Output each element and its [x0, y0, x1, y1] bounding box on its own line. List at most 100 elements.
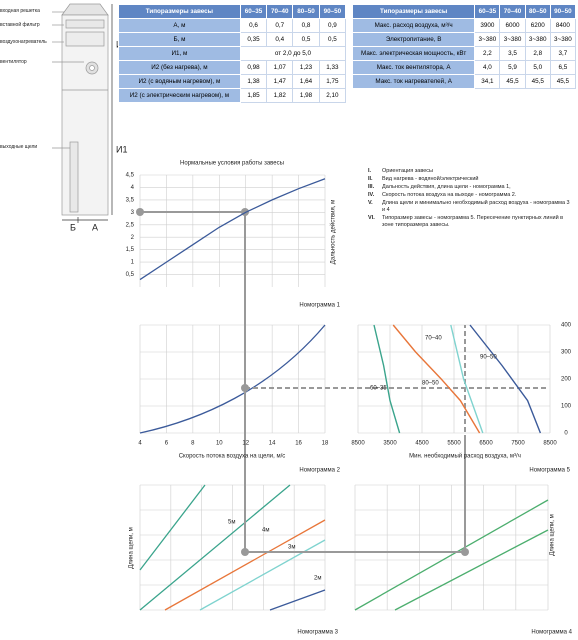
x-tick-label: 7500	[511, 441, 525, 447]
cell: 6200	[524, 18, 551, 33]
row-label: Электропитание, В	[351, 32, 476, 47]
header-cell: 80–50	[524, 4, 551, 19]
cell: 1,82	[266, 88, 294, 103]
y-tick-label: 2,5	[126, 222, 135, 228]
device-label: входная решетка	[0, 8, 40, 14]
cell: 8400	[549, 18, 577, 33]
cell: 4,0	[474, 60, 501, 75]
y-tick-label: 4,5	[126, 173, 135, 179]
series-label: 80–50	[422, 381, 439, 387]
y-tick-label: 400	[561, 323, 572, 329]
cell: 5,0	[524, 60, 551, 75]
x-tick-label: 8500	[543, 441, 557, 447]
cell: 1,33	[318, 60, 347, 75]
cell: 1,85	[239, 88, 268, 103]
row-label: А, м	[118, 18, 241, 33]
y-tick-label: 3	[131, 210, 135, 216]
y-tick-label: 3,5	[126, 197, 135, 203]
cell: 0,4	[266, 32, 294, 47]
size-curve	[373, 324, 401, 434]
cell: 3,7	[549, 46, 577, 61]
line-label: 3м	[288, 545, 295, 551]
cell: 5,9	[499, 60, 526, 75]
cell: от 2,0 до 5,0	[239, 46, 347, 61]
y-tick-label: 1	[131, 260, 135, 266]
note: III. Дальность действия, длина щели - ном…	[368, 184, 573, 191]
caption: Номограмма 4	[531, 630, 572, 636]
header-cell: 60–35	[239, 4, 268, 19]
y-tick-label: 0,5	[126, 272, 135, 278]
device-label: воздухонагреватель	[0, 39, 47, 45]
header-row: Типоразмеры завесы 60–35 70–40 80–50 90–50	[118, 4, 347, 19]
table-row: И2 (без нагрева), м 0,98 1,07 1,23 1,33	[118, 60, 347, 75]
note-text: Ориентация завесы	[382, 168, 433, 174]
x-tick-label: 5500	[447, 441, 461, 447]
cell: 0,9	[318, 18, 347, 33]
cell: 34,1	[474, 74, 501, 89]
notes: I. Ориентация завесы II. Вид нагрева - водя…	[368, 168, 573, 230]
cell: 1,64	[292, 74, 320, 89]
dimension-label: И1	[116, 144, 127, 154]
cell: 2,2	[474, 46, 501, 61]
line-label: 4м	[262, 528, 269, 534]
size-curve	[450, 324, 484, 434]
x-tick-label: 6	[165, 441, 169, 447]
y-tick-label: 200	[561, 377, 572, 383]
series-label: 70–40	[425, 336, 442, 342]
x-tick-label: 14	[269, 441, 276, 447]
row-label: Макс. ток вентилятора, А	[351, 60, 476, 75]
table-row: Электропитание, В 3~380 3~380 3~380 3~380	[351, 32, 577, 47]
note-text: Скорость потока воздуха на выходе - номо…	[382, 192, 517, 198]
y-axis-label: Длина щели, м	[129, 527, 135, 569]
table-row: Макс. расход воздуха, м³/ч 3900 6000 6200 84…	[351, 18, 577, 33]
table-sizes: Типоразмеры завесы 60–35 70–40 80–50 90–50 А,…	[118, 4, 347, 103]
connector-lines	[140, 211, 548, 553]
x-tick-label: 4500	[415, 441, 429, 447]
cell: 0,98	[239, 60, 268, 75]
table-row: Макс. ток нагревателей, А 34,1 45,5 45,5 45,…	[351, 74, 577, 89]
table-row: И2 (с водяным нагревом), м 1,38 1,47 1,64 1,…	[118, 74, 347, 89]
x-tick-label: 6500	[479, 441, 493, 447]
note: IV. Скорость потока воздуха на выходе - н…	[368, 192, 573, 199]
cell: 0,6	[239, 18, 268, 33]
device-label: вентилятор	[0, 59, 27, 65]
y-tick-label: 1,5	[126, 247, 135, 253]
series-label: 90–50	[480, 355, 497, 361]
chart-title: Нормальные условия работы завесы	[180, 161, 284, 167]
row-label: И2 (без нагрева), м	[118, 60, 241, 75]
series-label: 60–35	[370, 386, 387, 392]
row-label: И1, м	[118, 46, 241, 61]
row-label: Макс. ток нагревателей, А	[351, 74, 476, 89]
cell: 3~380	[499, 32, 526, 47]
y-axis-label: Дальность действия, м	[330, 200, 337, 264]
cell: 0,7	[266, 18, 294, 33]
header-cell: 70–40	[499, 4, 526, 19]
cell: 3,5	[499, 46, 526, 61]
note-text: Вид нагрева - водяной/электрический	[382, 176, 479, 182]
x-tick-label: 8	[191, 441, 195, 447]
y-tick-label: 4	[131, 185, 135, 191]
header-cell: 80–50	[292, 4, 320, 19]
header-cell: 60–35	[474, 4, 501, 19]
cell: 0,8	[292, 18, 320, 33]
row-label: И2 (с электрическим нагревом), м	[118, 88, 241, 103]
curve	[139, 178, 326, 281]
note-number: VI.	[368, 215, 375, 221]
note-text: Типоразмер завесы - номограмма 5. Пересе…	[382, 215, 564, 228]
header-row: Типоразмеры завесы 60–35 70–40 80–50 90–50	[351, 4, 577, 19]
caption: Номограмма 2	[299, 468, 340, 474]
note-number: II.	[368, 176, 373, 182]
y-axis-label: Длина щели, м	[550, 514, 556, 556]
row-label: Макс. электрическая мощность, кВт	[351, 46, 476, 61]
row-label: Макс. расход воздуха, м³/ч	[351, 18, 476, 33]
device-label: выходные щели	[0, 144, 38, 150]
dimension-label: А	[92, 222, 98, 232]
row-label: Б, м	[118, 32, 241, 47]
cell: 1,23	[292, 60, 320, 75]
cell: 1,98	[292, 88, 320, 103]
cell: 0,35	[239, 32, 268, 47]
cell: 1,38	[239, 74, 268, 89]
cell: 6,5	[549, 60, 577, 75]
cell: 45,5	[524, 74, 551, 89]
